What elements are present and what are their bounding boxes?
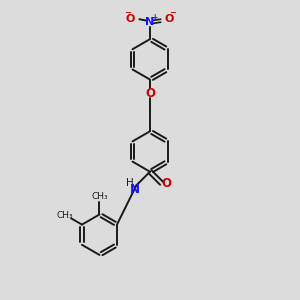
- Text: O: O: [162, 177, 172, 190]
- Text: H: H: [126, 178, 134, 188]
- Text: O: O: [165, 14, 174, 24]
- Text: O: O: [126, 14, 135, 24]
- Text: CH₃: CH₃: [91, 193, 108, 202]
- Text: N: N: [146, 17, 154, 27]
- Text: CH₃: CH₃: [56, 211, 73, 220]
- Text: −: −: [124, 8, 131, 17]
- Text: O: O: [145, 87, 155, 100]
- Text: −: −: [169, 8, 176, 17]
- Text: N: N: [130, 183, 140, 196]
- Text: +: +: [151, 13, 157, 22]
